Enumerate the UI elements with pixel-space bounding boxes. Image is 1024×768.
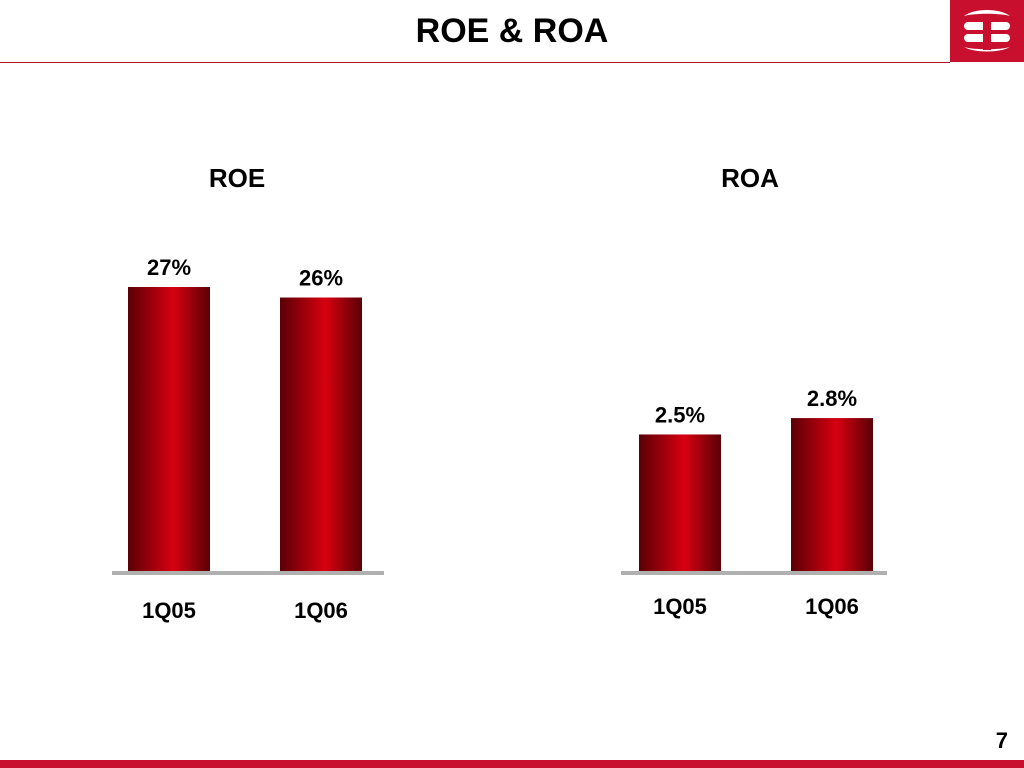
logo-mark-icon: [964, 10, 1010, 52]
roe-bar-1q05: [128, 287, 210, 571]
roa-data-label: 2.8%: [807, 386, 857, 411]
roe-category-label: 1Q06: [294, 598, 348, 623]
roa-data-label: 2.5%: [655, 402, 705, 427]
footer-bar: [0, 760, 1024, 768]
roe-bar-1q06: [280, 297, 362, 571]
roe-data-label: 26%: [299, 266, 343, 291]
roa-baseline: [621, 571, 887, 575]
roa-bar-1q05: [639, 434, 721, 571]
title-divider: [0, 62, 950, 63]
roe-data-label: 27%: [147, 255, 191, 280]
slide-title: ROE & ROA: [415, 12, 609, 50]
roe-chart-title: ROE: [208, 163, 266, 193]
roa-category-label: 1Q05: [653, 594, 707, 619]
roe-baseline: [112, 571, 384, 575]
bar-charts: 27% 1Q05 26% 1Q06 2.5% 1Q05 2.8% 1Q06: [112, 255, 887, 623]
roe-category-label: 1Q05: [142, 598, 196, 623]
company-logo: [950, 0, 1024, 62]
roa-bar-1q06: [791, 418, 873, 571]
roa-chart-title: ROA: [721, 163, 779, 193]
page-number: 7: [995, 728, 1008, 753]
roa-category-label: 1Q06: [805, 594, 859, 619]
